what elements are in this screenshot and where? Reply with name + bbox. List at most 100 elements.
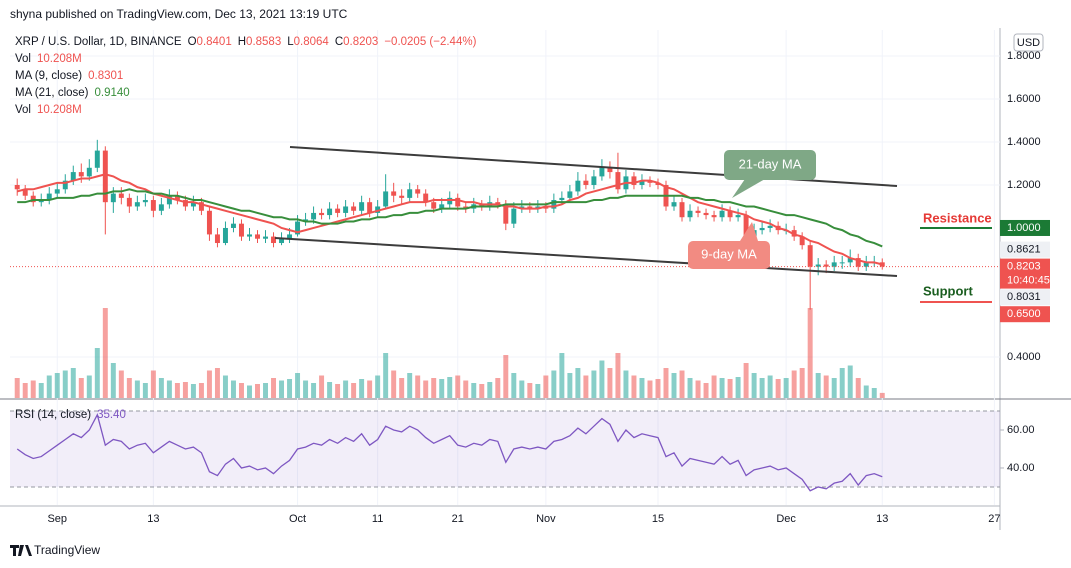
ma9-box xyxy=(688,241,770,269)
candle-body xyxy=(214,234,220,244)
volume-bar xyxy=(855,378,861,398)
volume-bar xyxy=(527,383,533,398)
candle-body xyxy=(583,180,589,185)
volume-bar xyxy=(559,353,565,398)
ma-line xyxy=(17,188,883,248)
volume-bar xyxy=(463,380,469,398)
volume-bar xyxy=(38,383,44,398)
h-value: 0.8583 xyxy=(246,36,281,48)
volume-bar xyxy=(375,375,381,398)
volume-bar xyxy=(238,383,244,398)
marks-layer xyxy=(10,139,1000,492)
volume-bar xyxy=(407,373,413,398)
price-badge-label: 1.0000 xyxy=(1007,222,1041,234)
l-label: L xyxy=(287,36,294,48)
candle-body xyxy=(415,189,421,194)
rsi-tick-label: 40.00 xyxy=(1007,462,1035,474)
volume-bar xyxy=(879,392,885,398)
y-tick-label: 0.4000 xyxy=(1007,351,1041,363)
change: −0.0205 (−2.44%) xyxy=(384,36,476,48)
symbol: XRP / U.S. Dollar, 1D, BINANCE xyxy=(15,36,182,48)
volume-bar xyxy=(399,378,405,398)
candle-body xyxy=(455,197,461,207)
volume-bar xyxy=(799,368,805,398)
rsi-value: 35.40 xyxy=(97,409,126,421)
volume-bar xyxy=(78,378,84,398)
volume-bar xyxy=(351,383,357,398)
ma-line xyxy=(16,173,883,266)
indicator-value: 10.208M xyxy=(37,104,82,116)
candle-body xyxy=(319,212,325,216)
currency[interactable]: USD xyxy=(1017,37,1040,49)
price-badge xyxy=(1000,306,1050,323)
candle-body xyxy=(238,223,244,237)
candle-body xyxy=(150,200,156,211)
c-label: C xyxy=(335,36,343,48)
volume-bar xyxy=(423,380,429,398)
volume-bar xyxy=(735,377,741,398)
volume-bar xyxy=(287,379,293,398)
price-badge-label: 0.8203 xyxy=(1007,261,1041,273)
volume-bar xyxy=(303,380,309,398)
candle-body xyxy=(759,227,765,231)
candle-body xyxy=(511,208,517,224)
candle-body xyxy=(230,223,236,228)
volume-bar xyxy=(295,373,301,398)
candle-body xyxy=(174,195,180,201)
volume-bar xyxy=(118,370,124,398)
currency-box[interactable] xyxy=(1013,33,1044,52)
volume-bar xyxy=(311,383,317,398)
volume-bar xyxy=(839,368,845,398)
candle-body xyxy=(855,258,861,267)
volume-bar xyxy=(110,363,116,398)
x-tick-label: Oct xyxy=(289,513,306,525)
volume-bar xyxy=(639,378,645,398)
candle-body xyxy=(823,264,829,267)
candle-body xyxy=(255,234,260,239)
volume-bar xyxy=(719,378,725,398)
volume-bar xyxy=(631,375,637,398)
price-badge xyxy=(1000,241,1050,258)
volume-bar xyxy=(863,385,869,398)
volume-bar xyxy=(751,373,757,398)
price-badge xyxy=(1000,219,1050,236)
indicator-legend: MA (21, close) 0.9140 xyxy=(15,87,130,99)
o-value: 0.8401 xyxy=(197,36,232,48)
candle-body xyxy=(807,245,813,267)
volume-bar xyxy=(142,383,148,398)
candle-body xyxy=(78,172,84,177)
candle-body xyxy=(118,193,124,198)
candle-body xyxy=(463,206,469,209)
candle-body xyxy=(351,206,357,211)
footer: TradingView xyxy=(10,543,100,557)
y-tick-label: 1.2000 xyxy=(1007,179,1041,191)
volume-bar xyxy=(279,380,285,398)
volume-bar xyxy=(319,375,325,398)
indicator-value: 0.9140 xyxy=(95,87,130,99)
volume-bar xyxy=(487,382,493,398)
candle-body xyxy=(615,172,621,190)
candle-body xyxy=(495,202,501,205)
candle-body xyxy=(182,200,188,207)
candle-body xyxy=(94,150,100,168)
candle-body xyxy=(142,200,148,203)
rsi-tick-label: 60.00 xyxy=(1007,424,1035,436)
candle-body xyxy=(30,195,36,203)
volume-bar xyxy=(255,384,260,398)
volume-bar xyxy=(447,377,453,398)
candle-body xyxy=(110,193,116,203)
volume-bar xyxy=(671,373,677,398)
candle-body xyxy=(839,262,845,264)
volume-bar xyxy=(575,368,581,398)
indicator-name: MA (9, close) xyxy=(15,70,82,82)
candle-body xyxy=(279,238,285,244)
price-badge xyxy=(1000,258,1050,289)
volume-bar xyxy=(519,380,525,398)
candle-body xyxy=(671,202,677,207)
candle-body xyxy=(815,264,821,267)
candle-body xyxy=(102,150,108,203)
volume-bar xyxy=(62,370,68,398)
volume-bar xyxy=(495,378,501,398)
